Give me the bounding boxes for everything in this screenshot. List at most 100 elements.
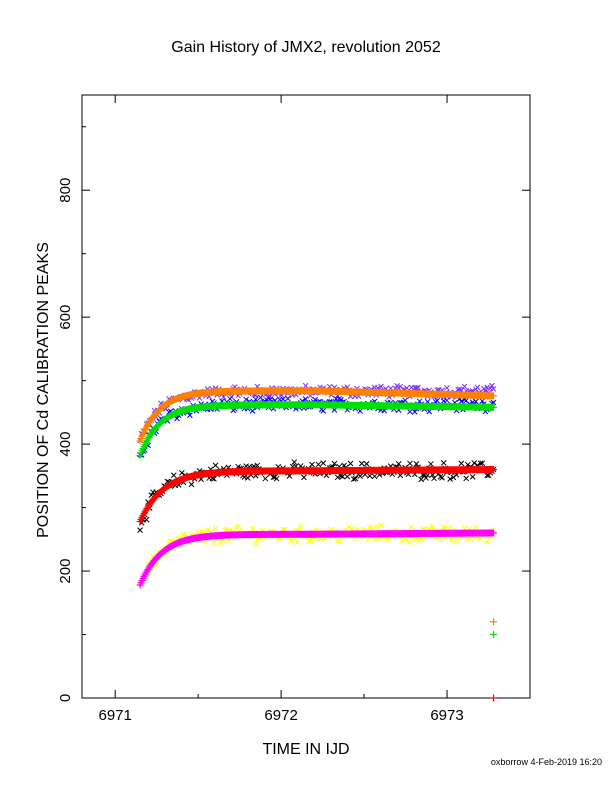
data-point <box>431 475 437 482</box>
data-point <box>444 397 450 404</box>
y-tick-label: 600 <box>57 305 74 330</box>
data-point <box>358 460 365 467</box>
data-point <box>408 523 415 530</box>
data-point <box>280 396 286 403</box>
isolated-point <box>489 631 497 639</box>
data-point <box>338 396 344 403</box>
data-point <box>395 461 402 467</box>
series-2 <box>136 387 497 445</box>
data-point <box>212 462 219 469</box>
data-point <box>338 473 344 479</box>
y-tick-label: 0 <box>57 694 74 702</box>
data-point <box>344 473 351 480</box>
data-point <box>474 384 481 391</box>
data-point <box>424 472 431 479</box>
data-point <box>418 536 425 543</box>
data-point <box>297 522 304 529</box>
data-point <box>307 537 314 544</box>
data-point <box>418 476 425 483</box>
data-point <box>320 460 327 466</box>
data-point <box>336 538 343 545</box>
data-point <box>220 394 227 400</box>
data-point <box>373 524 380 530</box>
data-point <box>378 383 384 390</box>
data-point <box>254 537 261 543</box>
data-point <box>378 522 384 529</box>
data-point <box>439 474 445 481</box>
data-point <box>447 476 453 482</box>
data-point <box>262 475 269 482</box>
isolated-point <box>489 694 497 702</box>
series-3 <box>136 401 497 460</box>
data-point <box>352 475 359 482</box>
data-point <box>484 538 490 545</box>
data-point <box>257 394 264 401</box>
data-point <box>334 474 341 481</box>
data-point <box>485 472 492 479</box>
data-point <box>252 540 259 547</box>
data-point <box>453 537 460 544</box>
data-point <box>309 461 315 468</box>
x-tick-label: 6972 <box>264 707 297 724</box>
x-axis-label: TIME IN IJD <box>262 741 349 758</box>
data-point <box>429 523 436 530</box>
isolated-point <box>489 618 497 626</box>
data-point <box>456 386 463 393</box>
x-tick-label: 6971 <box>98 707 131 724</box>
data-point <box>479 398 486 404</box>
data-point <box>347 460 354 467</box>
plot-frame <box>81 94 531 699</box>
data-point <box>489 392 497 400</box>
y-tick-label: 200 <box>57 559 74 584</box>
data-point <box>254 462 261 469</box>
data-point <box>188 481 195 488</box>
data-point <box>458 398 465 405</box>
data-point <box>137 527 143 534</box>
data-point <box>211 475 217 482</box>
data-point <box>235 523 241 530</box>
data-point <box>301 474 307 481</box>
data-point <box>484 384 490 391</box>
data-point <box>209 475 216 482</box>
data-point <box>411 409 418 415</box>
data-point <box>458 460 465 467</box>
data-point <box>489 403 497 411</box>
data-point <box>489 529 497 537</box>
data-point <box>320 408 327 414</box>
data-point <box>477 460 484 467</box>
axis-ticks: 6971 6972 6973 0 200 400 600 800 <box>57 95 531 724</box>
data-point <box>187 412 193 419</box>
data-point <box>471 460 478 466</box>
data-point <box>440 460 447 466</box>
data-point <box>368 525 375 532</box>
data-point <box>461 383 468 390</box>
data-point <box>402 397 408 404</box>
data-point <box>434 397 441 404</box>
data-point <box>423 475 429 481</box>
data-point <box>440 524 447 531</box>
data-point <box>350 476 357 483</box>
data-point <box>472 398 479 405</box>
data-point <box>407 408 413 415</box>
footer-stamp: oxborrow 4-Feb-2019 16:20 <box>490 757 602 767</box>
data-point <box>349 525 355 532</box>
data-point <box>294 539 301 546</box>
data-point <box>371 536 378 543</box>
data-point <box>249 408 256 414</box>
data-point <box>249 526 256 532</box>
data-point <box>365 536 372 543</box>
data-point <box>489 382 495 389</box>
data-point <box>407 460 413 467</box>
data-point <box>437 536 444 543</box>
data-point <box>273 475 280 482</box>
data-point <box>227 395 233 402</box>
data-point <box>415 537 421 544</box>
data-point <box>366 473 373 479</box>
data-point <box>357 408 364 414</box>
data-point <box>427 461 434 467</box>
data-point <box>413 385 420 391</box>
data-point <box>334 537 341 544</box>
chart-title: Gain History of JMX2, revolution 2052 <box>171 39 441 56</box>
data-point <box>472 524 479 530</box>
